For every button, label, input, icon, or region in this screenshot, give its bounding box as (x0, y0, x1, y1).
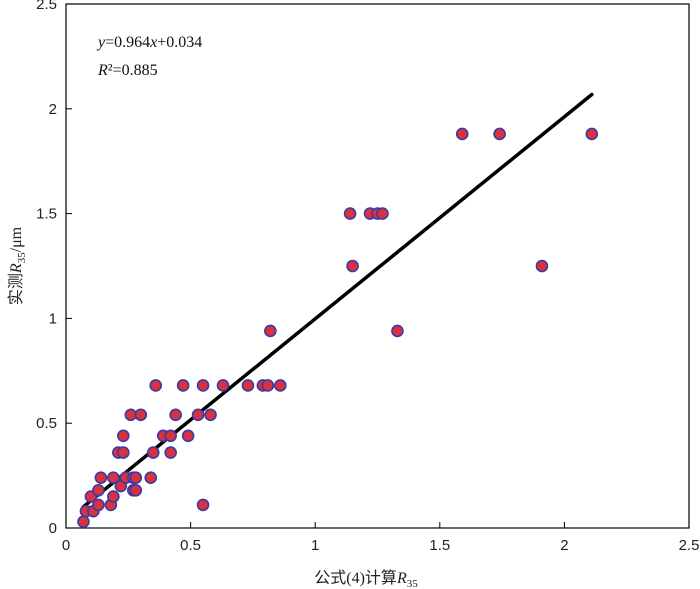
y-tick-label: 1 (49, 310, 57, 327)
data-point (216, 379, 230, 392)
data-point (129, 483, 143, 497)
x-tick-label: 2 (560, 537, 568, 554)
data-point (176, 379, 190, 392)
data-point (107, 490, 120, 503)
data-point (164, 446, 177, 459)
data-point (107, 471, 120, 484)
data-point (535, 259, 549, 273)
data-point (343, 207, 357, 220)
x-tick-label: 0 (62, 537, 70, 554)
data-point (493, 127, 506, 141)
y-tick-label: 0 (49, 520, 57, 537)
axis-ticks: 0 0.5 1 1.5 2 2.5 0 0.5 1 1.5 2 2.5 (36, 0, 699, 554)
x-tick-label: 1.5 (429, 537, 450, 554)
data-point (204, 408, 217, 422)
data-point (376, 207, 389, 220)
x-tick-label: 1 (311, 537, 319, 554)
data-point (77, 515, 90, 529)
data-point (117, 446, 130, 459)
data-point (261, 379, 275, 392)
data-point (391, 324, 404, 338)
x-tick-label: 2.5 (679, 537, 700, 554)
fit-line (81, 92, 594, 509)
data-point (196, 498, 210, 512)
data-point (264, 324, 277, 338)
data-points (77, 127, 599, 529)
data-point (191, 408, 205, 422)
equation-label: y=0.964x+0.034 (96, 34, 202, 51)
data-point (585, 127, 599, 141)
data-point (169, 408, 182, 422)
plot-area (65, 3, 690, 529)
data-point (455, 127, 469, 141)
y-tick-label: 2 (49, 101, 57, 118)
r-squared-label: R²=0.885 (97, 62, 158, 79)
data-point (274, 379, 287, 392)
y-tick-label: 1.5 (36, 206, 57, 223)
y-tick-label: 2.5 (36, 0, 57, 13)
data-point (92, 498, 105, 512)
data-point (129, 471, 143, 484)
data-point (92, 483, 105, 497)
data-point (144, 471, 158, 484)
y-tick-label: 0.5 (36, 415, 57, 432)
data-point (94, 471, 108, 484)
data-point (196, 379, 210, 392)
data-point (146, 446, 160, 459)
y-axis-title: 实测R35/μm (7, 226, 28, 305)
data-point (241, 379, 255, 392)
data-point (181, 429, 195, 443)
data-point (346, 259, 359, 273)
x-tick-label: 0.5 (180, 537, 201, 554)
x-axis-title: 公式(4)计算R35 (314, 568, 418, 589)
data-point (134, 408, 148, 422)
data-point (164, 429, 177, 443)
data-point (117, 429, 130, 443)
data-point (149, 379, 163, 392)
